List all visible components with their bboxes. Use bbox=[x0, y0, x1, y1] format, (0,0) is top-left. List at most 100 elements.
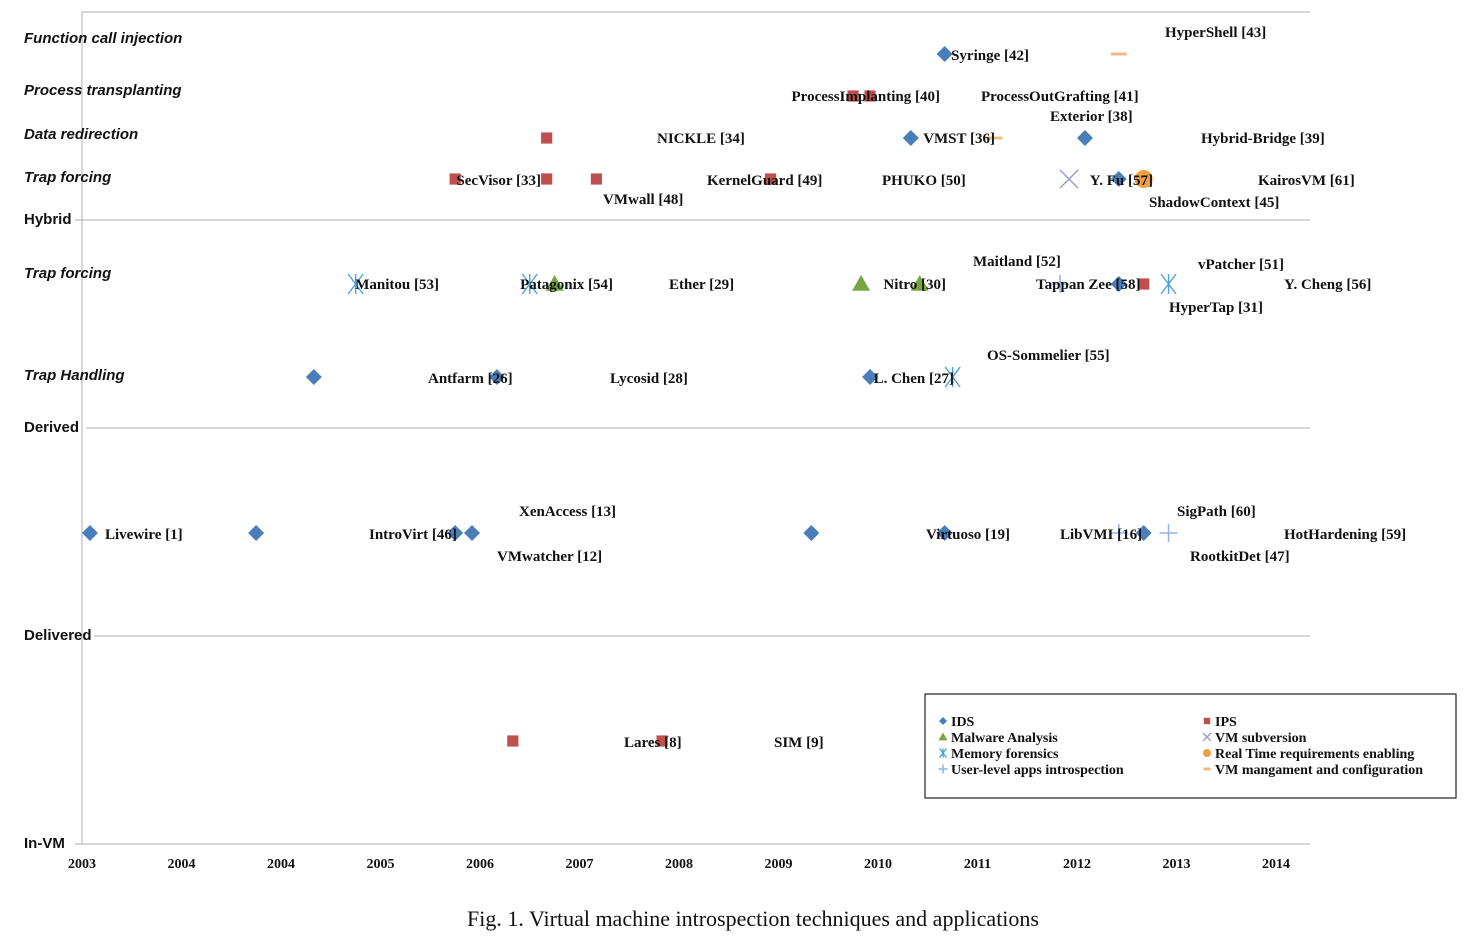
point-label: SigPath [60] bbox=[1177, 504, 1256, 520]
point-label: Patagonix [54] bbox=[520, 277, 613, 293]
row-label-dr: Data redirection bbox=[24, 126, 138, 143]
marker-ids bbox=[936, 525, 953, 541]
point-label: ProcessImplanting [40] bbox=[792, 89, 940, 105]
marker-memfor bbox=[347, 273, 364, 295]
x-tick-label: 2011 bbox=[964, 857, 991, 872]
x-tick-label: 2004 bbox=[168, 857, 196, 872]
marker-ids bbox=[902, 130, 919, 146]
legend-label-malware: Malware Analysis bbox=[951, 731, 1058, 746]
point-label: Nitro [30] bbox=[883, 277, 946, 293]
x-tick-label: 2009 bbox=[765, 857, 793, 872]
point-label: Lares [8] bbox=[624, 735, 682, 751]
data-markers bbox=[81, 46, 1178, 747]
marker-memfor bbox=[944, 366, 961, 388]
point-label: HyperShell [43] bbox=[1165, 25, 1266, 41]
legend-label-userlevel: User-level apps introspection bbox=[951, 763, 1124, 778]
point-label: PHUKO [50] bbox=[882, 173, 966, 189]
point-label: KairosVM [61] bbox=[1258, 173, 1355, 189]
row-label-pt: Process transplanting bbox=[24, 82, 182, 99]
legend-marker-malware bbox=[938, 732, 948, 741]
x-tick-label: 2012 bbox=[1063, 857, 1091, 872]
legend-label-vmsub: VM subversion bbox=[1215, 731, 1307, 746]
marker-malware bbox=[545, 275, 564, 291]
marker-malware bbox=[910, 275, 929, 291]
point-label: Manitou [53] bbox=[355, 277, 439, 293]
marker-ids bbox=[464, 525, 481, 541]
point-label: Lycosid [28] bbox=[610, 371, 688, 387]
point-label: VMST [36] bbox=[923, 131, 995, 147]
row-labels: Function call injection Process transplan… bbox=[24, 30, 182, 384]
legend-marker-ids bbox=[939, 717, 947, 725]
marker-ips bbox=[864, 90, 876, 102]
point-label: Virtuoso [19] bbox=[926, 527, 1010, 543]
marker-ids bbox=[1110, 171, 1127, 187]
point-label: Syringe [42] bbox=[951, 48, 1029, 64]
point-label: HotHardening [59] bbox=[1284, 527, 1406, 543]
legend-label-ids: IDS bbox=[951, 715, 975, 730]
point-label: ProcessOutGrafting [41] bbox=[981, 89, 1139, 105]
legend-label-vmmgmt: VM mangament and configuration bbox=[1215, 763, 1423, 778]
point-label: LibVMI [16] bbox=[1060, 527, 1142, 543]
figure-caption: Fig. 1. Virtual machine introspection te… bbox=[467, 906, 1039, 931]
x-tick-label: 2008 bbox=[665, 857, 693, 872]
legend-marker-ips bbox=[1203, 717, 1211, 725]
band-label-derived: Derived bbox=[24, 419, 79, 436]
marker-vmsub bbox=[1059, 169, 1079, 189]
point-label: KernelGuard [49] bbox=[707, 173, 822, 189]
x-tick-label: 2003 bbox=[68, 857, 96, 872]
legend-marker-vmsub bbox=[1202, 732, 1212, 742]
row-label-fci: Function call injection bbox=[24, 30, 182, 47]
x-axis-tick-labels: 2003 2004 2004 2005 2006 2007 2008 2009 2010 2011… bbox=[68, 857, 1290, 872]
point-label: Hybrid-Bridge [39] bbox=[1201, 131, 1325, 147]
marker-ips bbox=[449, 173, 461, 185]
marker-ips bbox=[656, 735, 668, 747]
x-tick-label: 2004 bbox=[267, 857, 295, 872]
band-labels: Hybrid Derived Delivered In-VM bbox=[24, 211, 92, 852]
marker-ips bbox=[847, 90, 859, 102]
data-point-labels: Syringe [42] HyperShell [43] ProcessImplan… bbox=[105, 25, 1406, 751]
marker-ids bbox=[803, 525, 820, 541]
point-label: ShadowContext [45] bbox=[1149, 195, 1279, 211]
legend: IDS IPS Malware Analysis VM subversion Memor… bbox=[924, 693, 1457, 799]
point-label: L. Chen [27] bbox=[874, 371, 954, 387]
point-label: IntroVirt [46] bbox=[369, 527, 457, 543]
marker-ids bbox=[305, 369, 322, 385]
point-label: SecVisor [33] bbox=[456, 173, 541, 189]
point-label: RootkitDet [47] bbox=[1190, 549, 1290, 565]
marker-ips bbox=[507, 735, 519, 747]
grid-lines bbox=[75, 11, 1310, 845]
marker-userlevel bbox=[1159, 524, 1178, 542]
legend-marker-memfor bbox=[939, 748, 947, 758]
point-label: Y. Fu [57] bbox=[1090, 173, 1153, 189]
row-label-tfd: Trap forcing bbox=[24, 265, 111, 282]
marker-userlevel bbox=[1109, 524, 1128, 542]
point-label: Exterior [38] bbox=[1050, 109, 1133, 125]
marker-ips bbox=[590, 173, 603, 185]
marker-ips bbox=[541, 132, 553, 144]
marker-ids bbox=[1076, 130, 1093, 146]
band-label-hybrid: Hybrid bbox=[24, 211, 72, 228]
legend-label-rt: Real Time requirements enabling bbox=[1215, 747, 1414, 762]
marker-ips bbox=[764, 173, 777, 185]
marker-memfor bbox=[521, 273, 538, 295]
marker-rt bbox=[1134, 170, 1153, 188]
marker-ips bbox=[1138, 278, 1150, 290]
x-tick-label: 2005 bbox=[367, 857, 395, 872]
point-label: Antfarm [26] bbox=[428, 371, 513, 387]
point-label: NICKLE [34] bbox=[657, 131, 745, 147]
marker-ids bbox=[1135, 525, 1152, 541]
x-tick-label: 2013 bbox=[1163, 857, 1191, 872]
point-label: HyperTap [31] bbox=[1169, 300, 1263, 316]
point-label: Ether [29] bbox=[669, 277, 734, 293]
point-label: XenAccess [13] bbox=[519, 504, 616, 520]
marker-ids bbox=[862, 369, 879, 385]
marker-ids bbox=[1110, 276, 1127, 292]
legend-marker-rt bbox=[1203, 749, 1211, 757]
row-label-tfh: Trap forcing bbox=[24, 169, 111, 186]
point-label: Tappan Zee [58] bbox=[1036, 277, 1140, 293]
marker-malware bbox=[852, 275, 871, 291]
marker-ips bbox=[541, 173, 553, 185]
legend-label-memfor: Memory forensics bbox=[951, 747, 1059, 762]
band-label-invm: In-VM bbox=[24, 835, 65, 852]
